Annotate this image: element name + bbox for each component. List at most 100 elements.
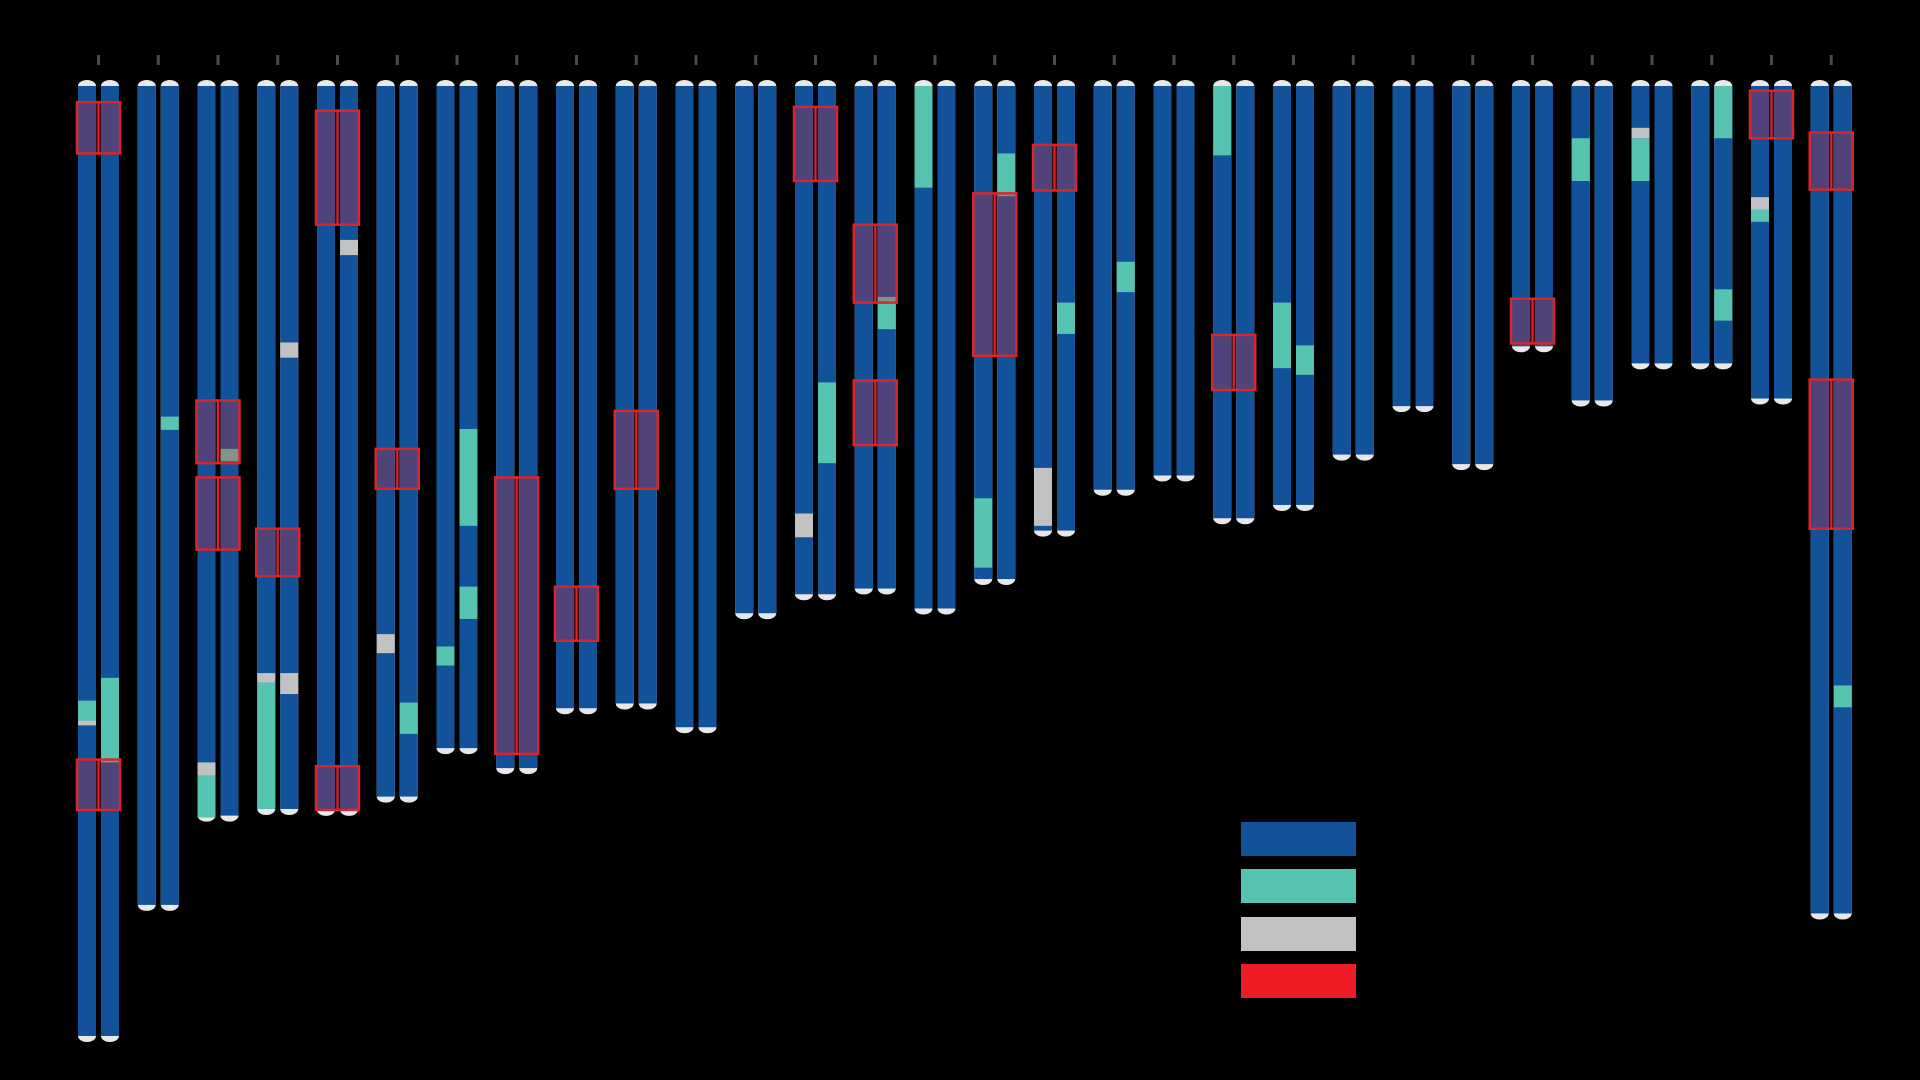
pair-tick <box>1053 55 1056 65</box>
chromosome-pair <box>1509 55 1556 353</box>
pair-tick <box>634 55 638 65</box>
segment-teal <box>197 775 216 818</box>
pair-tick <box>1232 55 1236 65</box>
chromatid-a <box>1332 86 1351 455</box>
pair-tick <box>575 55 578 65</box>
segment-teal <box>1751 209 1769 222</box>
chromosome-pair <box>792 55 839 601</box>
pair-tick <box>873 55 877 65</box>
chromatid-a <box>496 86 515 769</box>
segment-teal <box>1116 261 1135 293</box>
chromosome-pair <box>1392 55 1434 413</box>
segment-gray <box>257 673 276 683</box>
segment-teal <box>1833 685 1852 708</box>
chromatid-b <box>160 86 179 905</box>
segment-teal <box>220 448 239 462</box>
chromatid-a <box>1213 86 1232 519</box>
chromatid-a <box>795 86 813 595</box>
segment-gray <box>340 239 358 256</box>
chromatid-a <box>257 86 276 809</box>
chromosome-pair <box>494 55 540 775</box>
pair-tick <box>1650 55 1654 65</box>
segment-teal <box>459 428 478 526</box>
chromosome-pair <box>195 55 241 822</box>
chromatid-b <box>1535 86 1553 347</box>
chromosome-pair <box>1031 55 1078 537</box>
chromatid-a <box>1810 86 1829 914</box>
chromatid-a <box>1691 86 1710 364</box>
segment-gray <box>1751 197 1769 210</box>
legend-swatch-red <box>1241 964 1356 998</box>
chromosome-pair <box>613 55 659 710</box>
chromosome-pair <box>1808 55 1854 920</box>
pair-tick <box>1471 55 1475 65</box>
pair-tick <box>814 55 817 65</box>
chromatid-a <box>1392 86 1411 407</box>
chromatid-a <box>1512 86 1530 347</box>
chromatid-b <box>579 86 597 709</box>
chromatid-a <box>1034 86 1052 531</box>
chromatid-a <box>1093 86 1112 490</box>
chromosome-pair <box>1211 55 1257 525</box>
chromatid-a <box>1751 86 1769 399</box>
chromatid-b <box>399 86 418 797</box>
chromosome-pair <box>1571 55 1613 407</box>
chromatid-a <box>317 86 335 810</box>
segment-teal <box>997 153 1016 197</box>
chromatid-b <box>758 86 777 614</box>
chromatid-a <box>675 86 694 728</box>
segment-teal <box>436 646 455 666</box>
chromatid-b <box>1475 86 1494 465</box>
segment-gray <box>795 513 813 538</box>
chromatid-b <box>459 86 478 749</box>
chromosome-pair <box>1748 55 1795 405</box>
chromatid-b <box>638 86 657 704</box>
segment-teal <box>1273 302 1291 369</box>
chromatid-a <box>974 86 993 580</box>
chromatid-a <box>436 86 455 749</box>
chromosome-pair <box>255 55 301 815</box>
pair-tick <box>1829 55 1833 65</box>
chromosome-pair <box>436 55 478 755</box>
chromatid-b <box>519 86 538 769</box>
chromosome-pair <box>914 55 956 615</box>
chromatid-b <box>698 86 717 728</box>
chromosome-pair <box>1631 55 1673 370</box>
chromatid-a <box>1273 86 1291 505</box>
pair-tick <box>515 55 519 65</box>
chromosome-pair <box>75 55 122 1042</box>
chromatid-b <box>937 86 956 609</box>
chromatid-a <box>854 86 873 589</box>
segment-gray <box>1034 467 1052 526</box>
pair-tick <box>395 55 399 65</box>
chromatid-b <box>1176 86 1195 476</box>
pair-tick <box>1112 55 1116 65</box>
segment-teal <box>974 498 993 568</box>
chromatid-b <box>997 86 1016 580</box>
segment-teal <box>1296 345 1314 375</box>
chromatid-b <box>1355 86 1374 455</box>
chromosome-pairs <box>75 55 1854 1042</box>
pair-tick <box>455 55 459 65</box>
chromosome-pair <box>1153 55 1195 482</box>
pair-tick <box>754 55 758 65</box>
pair-tick <box>933 55 937 65</box>
segment-gray <box>78 720 96 726</box>
chromatid-b <box>1774 86 1792 399</box>
chromatid-a <box>735 86 754 614</box>
chromosome-pair <box>1273 55 1314 511</box>
chromosome-pair <box>137 55 179 911</box>
chromosome-pair <box>374 55 420 803</box>
chromosome-pair <box>675 55 717 734</box>
chromosome-pair <box>735 55 777 620</box>
segment-teal <box>1571 138 1590 181</box>
chromatid-b <box>1296 86 1314 505</box>
chromatid-a <box>137 86 156 905</box>
pair-tick <box>1172 55 1176 65</box>
chromatid-a <box>556 86 574 709</box>
segment-teal <box>101 677 119 763</box>
chromosome-pair <box>1093 55 1135 496</box>
segment-gray <box>197 762 216 776</box>
segment-teal <box>1057 302 1075 334</box>
